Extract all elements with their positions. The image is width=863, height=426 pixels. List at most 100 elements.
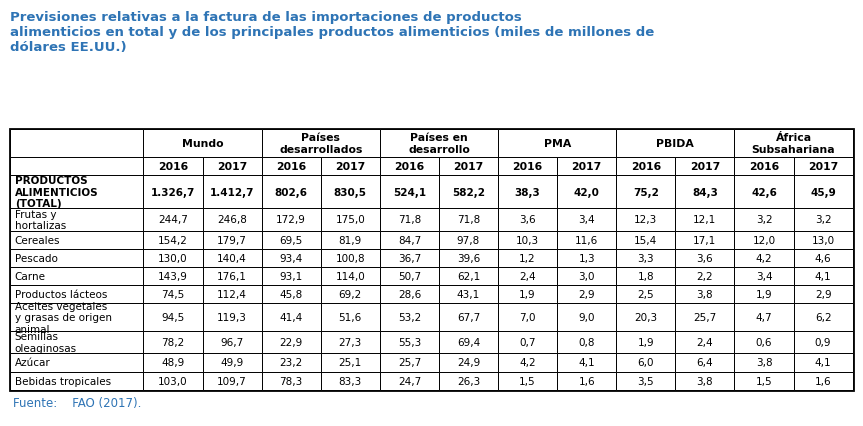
Text: 42,6: 42,6 (751, 187, 777, 197)
Text: 12,1: 12,1 (693, 215, 716, 225)
Text: 1,9: 1,9 (756, 290, 772, 299)
Text: 13,0: 13,0 (811, 235, 835, 245)
Text: 1,6: 1,6 (815, 376, 831, 386)
Text: 62,1: 62,1 (457, 271, 480, 281)
Text: 50,7: 50,7 (398, 271, 421, 281)
Text: 1,3: 1,3 (578, 253, 595, 263)
Text: 140,4: 140,4 (217, 253, 247, 263)
Text: 81,9: 81,9 (338, 235, 362, 245)
Text: 244,7: 244,7 (158, 215, 188, 225)
Text: 114,0: 114,0 (336, 271, 365, 281)
Text: 1,5: 1,5 (756, 376, 772, 386)
Text: 3,8: 3,8 (696, 290, 713, 299)
Text: 93,1: 93,1 (280, 271, 303, 281)
Text: 25,1: 25,1 (338, 358, 362, 368)
Text: 1,2: 1,2 (520, 253, 536, 263)
Text: 176,1: 176,1 (217, 271, 247, 281)
Text: 1,9: 1,9 (638, 337, 654, 347)
Text: Productos lácteos: Productos lácteos (15, 290, 107, 299)
Text: 3,5: 3,5 (638, 376, 654, 386)
Text: 38,3: 38,3 (514, 187, 540, 197)
Text: 802,6: 802,6 (274, 187, 308, 197)
Text: 3,3: 3,3 (638, 253, 654, 263)
Text: 78,3: 78,3 (280, 376, 303, 386)
Text: 109,7: 109,7 (217, 376, 247, 386)
Text: 2,4: 2,4 (696, 337, 713, 347)
Text: 36,7: 36,7 (398, 253, 421, 263)
Text: PMA: PMA (544, 139, 570, 149)
Text: 2,2: 2,2 (696, 271, 713, 281)
Text: 3,8: 3,8 (756, 358, 772, 368)
Text: 4,7: 4,7 (756, 312, 772, 322)
Text: 9,0: 9,0 (578, 312, 595, 322)
Text: 2,5: 2,5 (638, 290, 654, 299)
Text: 71,8: 71,8 (398, 215, 421, 225)
Text: 42,0: 42,0 (574, 187, 600, 197)
Text: Semillas
oleaginosas: Semillas oleaginosas (15, 331, 77, 353)
Text: 6,4: 6,4 (696, 358, 713, 368)
Text: 39,6: 39,6 (457, 253, 480, 263)
Text: 0,7: 0,7 (520, 337, 536, 347)
Text: 67,7: 67,7 (457, 312, 480, 322)
Text: 6,0: 6,0 (638, 358, 654, 368)
Text: 12,0: 12,0 (753, 235, 776, 245)
Text: 2016: 2016 (276, 162, 306, 172)
Text: 15,4: 15,4 (634, 235, 658, 245)
Text: 4,2: 4,2 (756, 253, 772, 263)
Text: 69,5: 69,5 (280, 235, 303, 245)
Text: 11,6: 11,6 (575, 235, 598, 245)
Text: Países
desarrollados: Países desarrollados (279, 133, 362, 155)
Text: 69,4: 69,4 (457, 337, 480, 347)
Text: 28,6: 28,6 (398, 290, 421, 299)
Text: 154,2: 154,2 (158, 235, 188, 245)
Text: 2017: 2017 (217, 162, 247, 172)
Text: 49,9: 49,9 (220, 358, 243, 368)
Text: Mundo: Mundo (182, 139, 224, 149)
Text: 0,9: 0,9 (815, 337, 831, 347)
Text: 2016: 2016 (513, 162, 543, 172)
Text: 55,3: 55,3 (398, 337, 421, 347)
Text: 41,4: 41,4 (280, 312, 303, 322)
Text: 45,9: 45,9 (810, 187, 836, 197)
Text: 246,8: 246,8 (217, 215, 247, 225)
Text: 0,8: 0,8 (578, 337, 595, 347)
Text: 2,9: 2,9 (578, 290, 595, 299)
Text: 3,6: 3,6 (520, 215, 536, 225)
Text: 24,7: 24,7 (398, 376, 421, 386)
Text: 2016: 2016 (749, 162, 779, 172)
Text: 2017: 2017 (453, 162, 483, 172)
Text: 7,0: 7,0 (520, 312, 536, 322)
Text: 112,4: 112,4 (217, 290, 247, 299)
Text: 22,9: 22,9 (280, 337, 303, 347)
Text: 524,1: 524,1 (393, 187, 426, 197)
Text: 172,9: 172,9 (276, 215, 306, 225)
Text: 94,5: 94,5 (161, 312, 185, 322)
Text: 1.412,7: 1.412,7 (210, 187, 255, 197)
Text: 3,0: 3,0 (578, 271, 595, 281)
Text: 78,2: 78,2 (161, 337, 185, 347)
Text: 23,2: 23,2 (280, 358, 303, 368)
Text: Previsiones relativas a la factura de las importaciones de productos
alimenticio: Previsiones relativas a la factura de la… (10, 11, 655, 54)
Text: 3,4: 3,4 (578, 215, 595, 225)
Text: 1,9: 1,9 (520, 290, 536, 299)
Text: 130,0: 130,0 (158, 253, 188, 263)
Text: 10,3: 10,3 (516, 235, 539, 245)
Text: 3,4: 3,4 (756, 271, 772, 281)
Text: 3,2: 3,2 (756, 215, 772, 225)
Text: 3,6: 3,6 (696, 253, 713, 263)
Text: 17,1: 17,1 (693, 235, 716, 245)
Text: 4,1: 4,1 (815, 271, 831, 281)
Text: 51,6: 51,6 (338, 312, 362, 322)
Text: 83,3: 83,3 (338, 376, 362, 386)
Text: 2,9: 2,9 (815, 290, 831, 299)
Text: 69,2: 69,2 (338, 290, 362, 299)
Text: PRODUCTOS
ALIMENTICIOS
(TOTAL): PRODUCTOS ALIMENTICIOS (TOTAL) (15, 176, 98, 209)
Text: Fuente:    FAO (2017).: Fuente: FAO (2017). (13, 396, 142, 409)
Text: 2016: 2016 (394, 162, 425, 172)
Text: 2016: 2016 (631, 162, 661, 172)
Text: 2017: 2017 (571, 162, 602, 172)
Text: 75,2: 75,2 (633, 187, 658, 197)
Text: 48,9: 48,9 (161, 358, 185, 368)
Text: 25,7: 25,7 (398, 358, 421, 368)
Text: Azúcar: Azúcar (15, 358, 50, 368)
